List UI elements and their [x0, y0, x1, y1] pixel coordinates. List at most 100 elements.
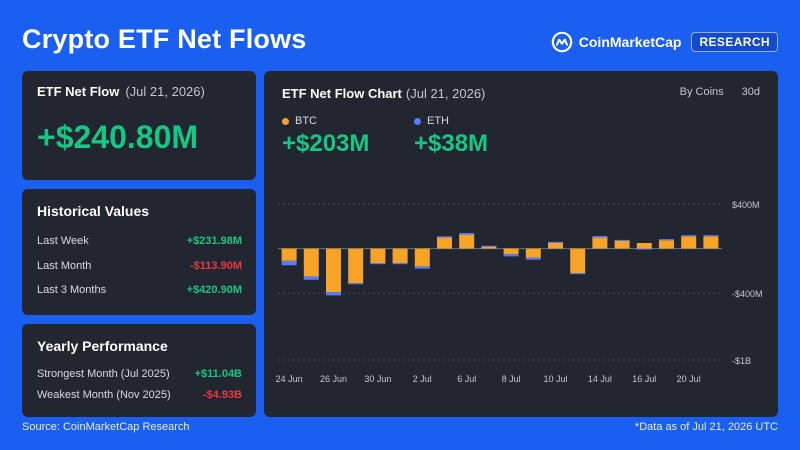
bar-btc[interactable] — [437, 237, 452, 249]
x-tick-label: 30 Jun — [364, 374, 391, 384]
bar-btc[interactable] — [392, 248, 408, 264]
bar-eth[interactable] — [392, 263, 408, 265]
bar-eth[interactable] — [414, 266, 430, 269]
bar-btc[interactable] — [681, 236, 697, 249]
bar-eth[interactable] — [481, 245, 497, 247]
bar-eth[interactable] — [370, 263, 386, 265]
bar-eth[interactable] — [681, 235, 697, 237]
yearly-row-value: -$4.93B — [202, 389, 242, 401]
historical-row-label: Last 3 Months — [37, 284, 107, 296]
bar-eth[interactable] — [348, 283, 364, 285]
net-flow-bar-chart: $400M -$400M -$1B 24 Jun 26 Jun 30 Jun 2 Jul 6 … — [276, 200, 763, 384]
net-flow-value: +$240.80M — [37, 119, 199, 155]
y-tick-label: -$1B — [732, 356, 751, 366]
historical-row: Last Month -$113.90M — [37, 260, 242, 272]
legend-btc: BTC — [282, 115, 317, 127]
chart-title-date: (Jul 21, 2026) — [405, 86, 486, 101]
historical-values-title: Historical Values — [37, 203, 150, 219]
x-tick-label: 24 Jun — [276, 374, 303, 384]
y-tick-label: $400M — [732, 200, 760, 210]
net-flow-card: ETF Net Flow (Jul 21, 2026) +$240.80M — [22, 71, 256, 180]
x-tick-label: 20 Jul — [677, 374, 701, 384]
bar-btc[interactable] — [525, 248, 541, 258]
bar-eth[interactable] — [525, 257, 541, 260]
x-tick-label: 8 Jul — [502, 374, 521, 384]
x-tick-label: 14 Jul — [588, 374, 612, 384]
chart-controls: By Coins 30d — [662, 86, 760, 98]
historical-row-value: +$420.90M — [186, 284, 242, 296]
yearly-row-value: +$11.04B — [194, 368, 242, 380]
legend-btc-value: +$203M — [282, 130, 370, 157]
x-tick-label: 26 Jun — [320, 374, 347, 384]
data-timestamp-note: *Data as of Jul 21, 2026 UTC — [634, 421, 778, 433]
brand-name: CoinMarketCap — [578, 34, 682, 50]
bar-btc[interactable] — [503, 248, 519, 255]
historical-row: Last Week +$231.98M — [37, 235, 242, 247]
bar-eth[interactable] — [326, 292, 341, 296]
bar-btc[interactable] — [636, 243, 652, 249]
page-title: Crypto ETF Net Flows — [22, 24, 307, 54]
bar-eth[interactable] — [570, 273, 586, 275]
yearly-row-label: Strongest Month (Jul 2025) — [37, 368, 170, 380]
historical-row: Last 3 Months +$420.90M — [37, 284, 242, 296]
bar-btc[interactable] — [703, 236, 719, 249]
x-tick-label: 6 Jul — [457, 374, 476, 384]
by-coins-toggle[interactable]: By Coins — [679, 86, 724, 98]
historical-row-value: +$231.98M — [186, 235, 242, 247]
bar-btc[interactable] — [570, 248, 586, 274]
net-flow-label: ETF Net Flow — [37, 84, 120, 99]
bar-btc[interactable] — [281, 248, 297, 261]
x-tick-label: 2 Jul — [413, 374, 432, 384]
bar-btc[interactable] — [548, 243, 563, 249]
historical-row-label: Last Week — [37, 235, 89, 247]
bar-btc[interactable] — [370, 248, 386, 264]
bar-eth[interactable] — [437, 236, 452, 238]
net-flow-date: (Jul 21, 2026) — [125, 84, 205, 99]
yearly-row: Weakest Month (Nov 2025) -$4.93B — [37, 389, 242, 401]
bar-btc[interactable] — [481, 246, 497, 249]
chart-title: ETF Net Flow Chart (Jul 21, 2026) — [282, 86, 485, 101]
bar-btc[interactable] — [459, 234, 475, 249]
legend-eth: ETH — [414, 115, 449, 127]
bar-btc[interactable] — [303, 248, 319, 277]
eth-dot-icon — [414, 117, 421, 125]
research-badge: RESEARCH — [691, 32, 778, 52]
legend-eth-value: +$38M — [414, 130, 489, 157]
historical-row-label: Last Month — [37, 260, 92, 272]
bar-eth[interactable] — [592, 236, 608, 238]
bar-btc[interactable] — [592, 237, 608, 249]
range-30d-toggle[interactable]: 30d — [741, 86, 760, 98]
bar-eth[interactable] — [614, 239, 630, 241]
legend-btc-label: BTC — [295, 115, 317, 127]
chart-title-label: ETF Net Flow Chart — [282, 86, 402, 101]
y-tick-label: -$400M — [732, 289, 763, 299]
yearly-row: Strongest Month (Jul 2025) +$11.04B — [37, 368, 242, 380]
historical-values-card: Historical Values Last Week +$231.98M La… — [22, 189, 256, 315]
yearly-performance-title: Yearly Performance — [37, 338, 168, 354]
x-tick-label: 10 Jul — [543, 374, 567, 384]
bar-eth[interactable] — [503, 254, 519, 257]
bar-eth[interactable] — [548, 241, 563, 243]
yearly-row-label: Weakest Month (Nov 2025) — [37, 389, 171, 401]
bar-eth[interactable] — [703, 235, 719, 237]
bar-btc[interactable] — [414, 248, 430, 267]
bar-eth[interactable] — [459, 232, 475, 235]
bar-btc[interactable] — [326, 248, 341, 293]
brand[interactable]: CoinMarketCap RESEARCH — [551, 31, 778, 53]
btc-dot-icon — [282, 117, 289, 125]
coinmarketcap-logo-icon — [551, 31, 573, 53]
source-note: Source: CoinMarketCap Research — [22, 421, 190, 433]
bar-eth[interactable] — [636, 248, 652, 250]
legend-eth-label: ETH — [427, 115, 449, 127]
bar-btc[interactable] — [614, 240, 630, 249]
bar-btc[interactable] — [348, 248, 364, 284]
bar-btc[interactable] — [659, 240, 674, 249]
net-flow-chart-card: ETF Net Flow Chart (Jul 21, 2026) By Coin… — [264, 71, 778, 417]
x-tick-label: 16 Jul — [632, 374, 656, 384]
net-flow-header: ETF Net Flow (Jul 21, 2026) — [37, 84, 205, 99]
bar-eth[interactable] — [659, 239, 674, 241]
yearly-performance-card: Yearly Performance Strongest Month (Jul … — [22, 324, 256, 417]
bar-eth[interactable] — [281, 260, 297, 266]
bar-eth[interactable] — [303, 276, 319, 280]
historical-row-value: -$113.90M — [190, 260, 242, 272]
